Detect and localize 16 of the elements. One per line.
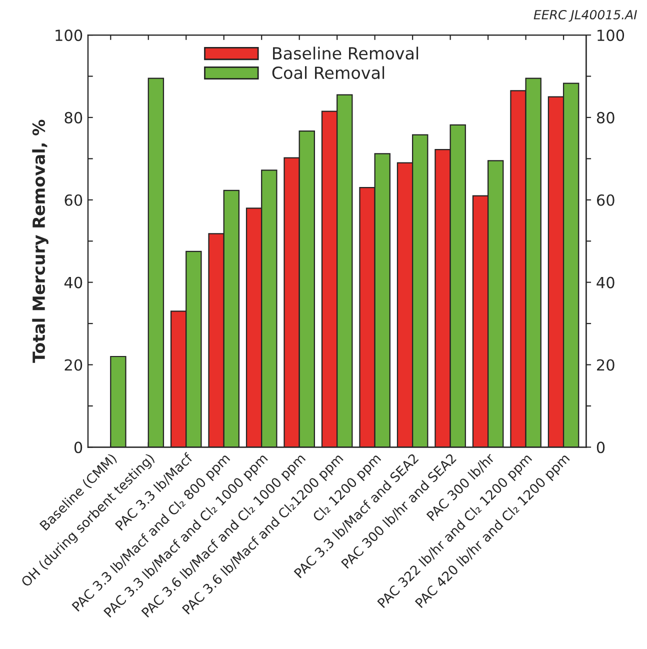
y2-tick-label: 20 (597, 359, 614, 371)
y-tick-label: 20 (64, 359, 82, 371)
y2-tick-label: 80 (596, 112, 614, 124)
y2-tick-label: 60 (596, 194, 614, 206)
y-tick-label: 40 (64, 276, 82, 288)
legend-label: Baseline Removal (273, 46, 418, 60)
y2-tick-label: 40 (596, 276, 614, 288)
y-tick-label: 60 (64, 194, 82, 206)
y2-tick-label: 0 (596, 442, 605, 454)
text: EERC JL40015.AI (534, 10, 637, 22)
y-axis-title: Total Mercury Removal, % (32, 120, 48, 363)
y-tick-label: 100 (56, 30, 82, 42)
y-tick-label: 80 (64, 112, 82, 124)
y2-tick-label: 100 (598, 30, 624, 42)
legend-label: Coal Removal (272, 66, 384, 80)
y-tick-label: 0 (74, 442, 82, 454)
